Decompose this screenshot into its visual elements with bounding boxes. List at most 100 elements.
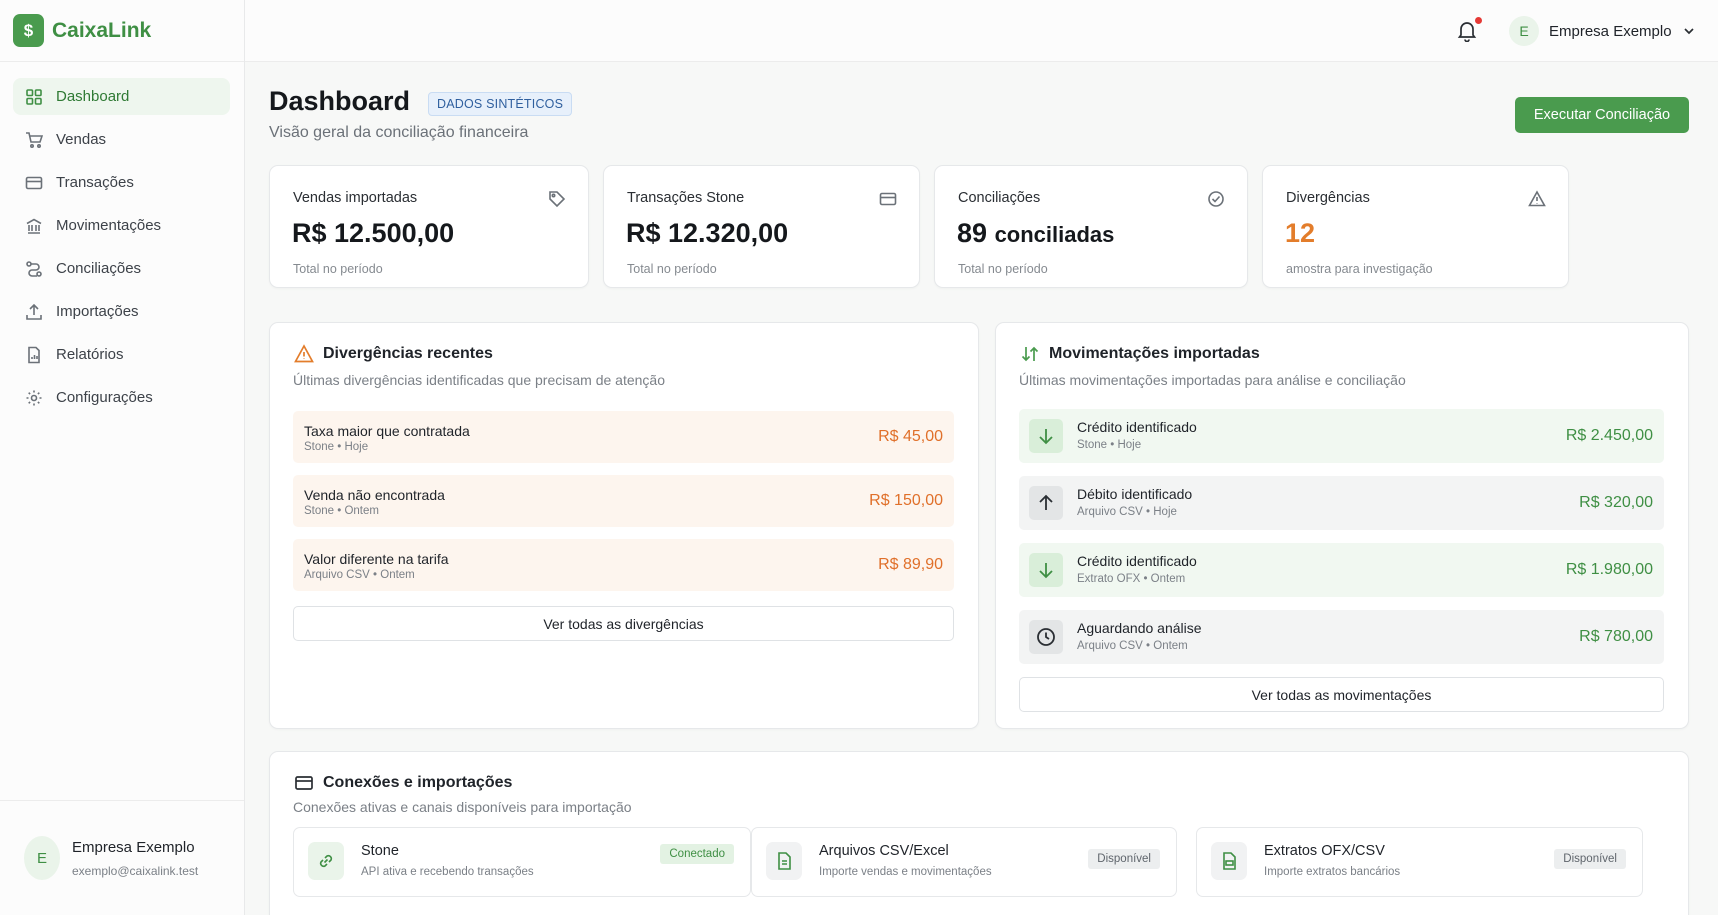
divergence-value: R$ 150,00 <box>869 492 943 509</box>
user-menu[interactable]: E Empresa Exemplo <box>1509 16 1696 46</box>
check-circle-icon <box>1208 191 1224 207</box>
connection-icon-box <box>308 842 344 880</box>
panel-title-text: Movimentações importadas <box>1049 345 1260 362</box>
movement-value: R$ 1.980,00 <box>1565 561 1653 578</box>
stat-value-number: 89 <box>957 218 988 248</box>
tag-icon <box>549 191 566 208</box>
imported-movements-panel: Movimentações importadas Últimas movimen… <box>995 322 1689 729</box>
movement-item[interactable]: Aguardando análise Arquivo CSV • Ontem R… <box>1019 610 1664 664</box>
avatar: E <box>1509 16 1539 46</box>
upload-icon <box>26 303 42 320</box>
movement-icon-box <box>1029 620 1063 654</box>
sidebar-item-movimentacoes[interactable]: Movimentações <box>13 207 230 244</box>
route-icon <box>26 260 42 277</box>
sidebar: $ CaixaLink Dashboard Vendas Transações … <box>0 0 245 915</box>
sidebar-item-label: Vendas <box>56 131 107 148</box>
panel-title-text: Divergências recentes <box>323 345 493 362</box>
stat-card-divergences: Divergências 12 amostra para investigaçã… <box>1262 165 1569 288</box>
stat-label: Vendas importadas <box>293 190 418 206</box>
divergence-meta: Stone • Hoje <box>304 441 369 453</box>
bell-icon[interactable] <box>1457 20 1477 42</box>
sidebar-item-conciliacoes[interactable]: Conciliações <box>13 250 230 287</box>
sidebar-item-importacoes[interactable]: Importações <box>13 293 230 330</box>
connection-description: Importe extratos bancários <box>1264 866 1401 878</box>
panel-title-text: Conexões e importações <box>323 774 513 791</box>
stat-value: 89 conciliadas <box>957 218 1114 249</box>
sidebar-item-dashboard[interactable]: Dashboard <box>13 78 230 115</box>
movement-value: R$ 2.450,00 <box>1565 427 1653 444</box>
movement-meta: Arquivo CSV • Hoje <box>1077 506 1177 518</box>
view-all-divergences-button[interactable]: Ver todas as divergências <box>293 606 954 641</box>
sidebar-item-relatorios[interactable]: Relatórios <box>13 336 230 373</box>
connection-title: Extratos OFX/CSV <box>1264 843 1385 859</box>
divergence-value: R$ 89,90 <box>878 556 943 573</box>
connection-card-csv-excel[interactable]: Arquivos CSV/Excel Importe vendas e movi… <box>751 827 1177 897</box>
stat-footnote: amostra para investigação <box>1286 262 1433 276</box>
cart-icon <box>26 131 43 148</box>
warning-icon <box>1528 190 1546 207</box>
status-badge: Conectado <box>660 844 734 864</box>
connection-card-stone[interactable]: Stone API ativa e recebendo transações C… <box>293 827 751 897</box>
connection-description: Importe vendas e movimentações <box>819 866 992 878</box>
sidebar-item-transacoes[interactable]: Transações <box>13 164 230 201</box>
movement-item[interactable]: Débito identificado Arquivo CSV • Hoje R… <box>1019 476 1664 530</box>
sidebar-user-info: Empresa Exemplo exemplo@caixalink.test <box>72 839 198 878</box>
page-title: Dashboard <box>269 86 411 116</box>
avatar: E <box>24 836 60 880</box>
movement-meta: Stone • Hoje <box>1077 439 1142 451</box>
sidebar-item-label: Relatórios <box>56 346 124 363</box>
panel-subtitle: Conexões ativas e canais disponíveis par… <box>293 799 632 815</box>
arrow-down-icon <box>1039 429 1053 445</box>
status-badge: Disponível <box>1554 849 1626 869</box>
transfer-arrows-icon <box>1021 346 1039 362</box>
movement-icon-box <box>1029 419 1063 453</box>
card-icon <box>295 776 313 790</box>
stat-card-sales: Vendas importadas R$ 12.500,00 Total no … <box>269 165 589 288</box>
sidebar-item-label: Configurações <box>56 389 153 406</box>
divergence-title: Taxa maior que contratada <box>304 423 470 439</box>
user-name: Empresa Exemplo <box>1549 22 1672 40</box>
sidebar-item-label: Importações <box>56 303 139 320</box>
divergence-item[interactable]: Venda não encontrada Stone • Ontem R$ 15… <box>293 475 954 527</box>
movement-title: Débito identificado <box>1077 486 1193 502</box>
connection-icon-box <box>1211 842 1247 880</box>
panel-title: Divergências recentes <box>294 344 493 364</box>
movement-title: Crédito identificado <box>1077 419 1197 435</box>
movement-item[interactable]: Crédito identificado Stone • Hoje R$ 2.4… <box>1019 409 1664 463</box>
brand-name: CaixaLink <box>52 18 152 42</box>
status-badge: Disponível <box>1088 849 1160 869</box>
connection-card-ofx[interactable]: Extratos OFX/CSV Importe extratos bancár… <box>1196 827 1643 897</box>
panel-title: Conexões e importações <box>294 773 512 793</box>
movement-icon-box <box>1029 486 1063 520</box>
card-icon <box>25 176 43 189</box>
sidebar-item-vendas[interactable]: Vendas <box>13 121 230 158</box>
divergence-title: Venda não encontrada <box>304 487 445 503</box>
stat-label: Transações Stone <box>627 190 745 206</box>
stat-value: R$ 12.320,00 <box>626 218 789 248</box>
arrow-down-icon <box>1039 563 1053 579</box>
sidebar-item-label: Conciliações <box>56 260 142 277</box>
panel-subtitle: Últimas movimentações importadas para an… <box>1019 372 1406 388</box>
connection-title: Arquivos CSV/Excel <box>819 843 949 859</box>
stat-footnote: Total no período <box>627 262 717 276</box>
stat-value: R$ 12.500,00 <box>292 218 455 248</box>
divergence-item[interactable]: Valor diferente na tarifa Arquivo CSV • … <box>293 539 954 591</box>
card-icon <box>879 192 897 206</box>
movement-value: R$ 780,00 <box>1579 628 1653 645</box>
clock-icon <box>1037 628 1055 646</box>
recent-divergences-panel: Divergências recentes Últimas divergênci… <box>269 322 979 729</box>
arrow-up-icon <box>1039 494 1053 510</box>
connection-icon-box <box>766 842 802 880</box>
sidebar-item-configuracoes[interactable]: Configurações <box>13 379 230 416</box>
stat-value-unit: conciliadas <box>994 222 1115 247</box>
sidebar-item-label: Transações <box>56 174 134 191</box>
panel-title: Movimentações importadas <box>1020 344 1260 364</box>
movement-item[interactable]: Crédito identificado Extrato OFX • Ontem… <box>1019 543 1664 597</box>
sidebar-user[interactable]: E Empresa Exemplo exemplo@caixalink.test <box>0 800 244 915</box>
run-reconciliation-button[interactable]: Executar Conciliação <box>1515 97 1689 133</box>
stat-footnote: Total no período <box>293 262 383 276</box>
brand[interactable]: $ CaixaLink <box>0 0 244 62</box>
view-all-movements-button[interactable]: Ver todas as movimentações <box>1019 677 1664 712</box>
divergence-item[interactable]: Taxa maior que contratada Stone • Hoje R… <box>293 411 954 463</box>
synthetic-data-badge: DADOS SINTÉTICOS <box>428 92 573 116</box>
